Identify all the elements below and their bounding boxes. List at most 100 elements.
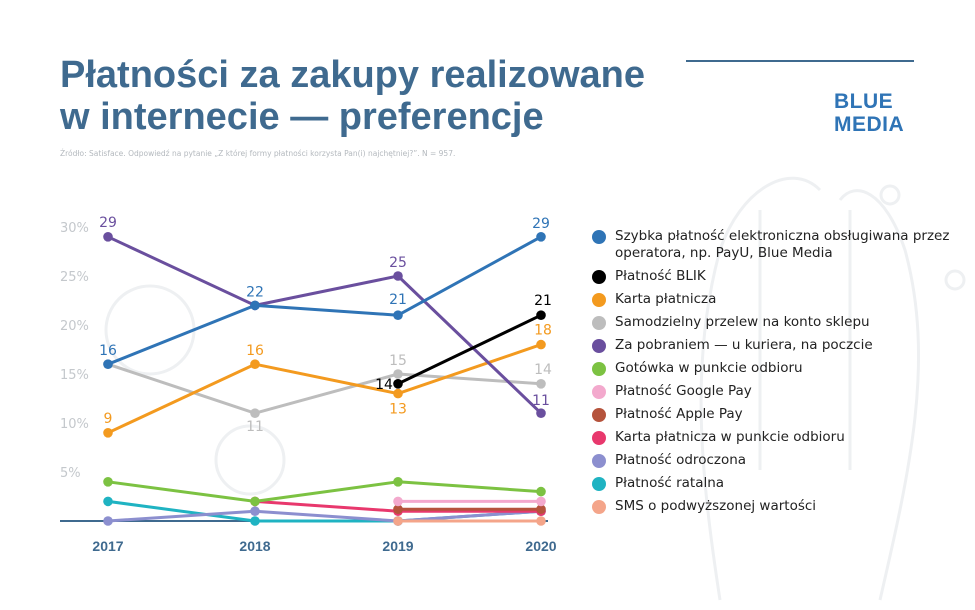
data-label: 25 (389, 255, 407, 271)
data-point (536, 379, 546, 389)
data-point (103, 516, 113, 526)
x-tick-label: 2018 (239, 538, 270, 554)
data-point (393, 388, 403, 399)
chart-title: Płatności za zakupy realizowane w intern… (60, 54, 660, 138)
x-tick-label: 2020 (525, 538, 556, 554)
x-tick-label: 2017 (92, 538, 123, 554)
data-label: 18 (534, 323, 552, 339)
legend-item: Płatność Google Pay (592, 383, 952, 400)
series-group: 16 22 21 29 (99, 216, 550, 370)
data-point (536, 504, 546, 515)
data-point (250, 506, 260, 516)
title-line-1: Płatności za zakupy realizowane (60, 54, 645, 96)
data-point (536, 339, 546, 350)
y-tick-label: 20% (60, 319, 89, 334)
legend-label: Płatność BLIK (615, 268, 706, 284)
data-point (536, 516, 546, 526)
data-label: 16 (246, 343, 264, 359)
series-line (107, 362, 542, 415)
data-point (103, 496, 113, 507)
title-line-2: w internecie — preferencje (60, 96, 544, 138)
legend-item: Samodzielny przelew na konto sklepu (592, 314, 952, 331)
series-line (107, 480, 542, 503)
data-point (393, 496, 403, 507)
data-point (536, 486, 546, 497)
brand-divider (686, 60, 914, 62)
legend-label: Karta płatnicza (615, 291, 717, 307)
brand-logo: BLUE MEDIA (834, 90, 904, 136)
data-point (393, 310, 403, 321)
data-label: 29 (532, 216, 550, 232)
series-line (397, 313, 542, 386)
data-point (103, 359, 113, 370)
data-label: 22 (246, 284, 264, 300)
background-decoration (104, 176, 966, 601)
x-axis: 2017 2018 2019 2020 (92, 538, 556, 554)
legend-label: Samodzielny przelew na konto sklepu (615, 314, 870, 330)
legend-swatch (592, 270, 606, 284)
legend-label: Za pobraniem — u kuriera, na poczcie (615, 337, 873, 353)
data-point (393, 516, 403, 526)
brand-line-1: BLUE (834, 90, 894, 113)
legend-item: Płatność Apple Pay (592, 406, 952, 423)
series-group: 29 25 11 (99, 215, 550, 419)
data-label: 21 (389, 292, 407, 308)
y-tick-label: 25% (60, 270, 89, 285)
legend-swatch (592, 500, 606, 514)
series-group (393, 496, 546, 507)
legend-item: Karta płatnicza (592, 291, 952, 308)
series-group: 14 21 (375, 293, 552, 393)
legend-item: Karta płatnicza w punkcie odbioru (592, 429, 952, 446)
legend-item: SMS o podwyższonej wartości (592, 498, 952, 515)
data-point (393, 504, 403, 515)
data-label: 16 (99, 343, 117, 359)
legend-item: Za pobraniem — u kuriera, na poczcie (592, 337, 952, 354)
y-axis: 5% 10% 15% 20% 25% 30% (60, 221, 89, 481)
data-point (250, 408, 260, 419)
legend-label: Gotówka w punkcie odbioru (615, 360, 803, 376)
legend-label: Karta płatnicza w punkcie odbioru (615, 429, 845, 445)
data-label: 29 (99, 215, 117, 231)
data-point (103, 428, 113, 438)
data-label: 13 (389, 402, 407, 418)
legend-item: Gotówka w punkcie odbioru (592, 360, 952, 377)
series-group: 9 16 13 18 (103, 323, 552, 438)
y-tick-label: 5% (60, 466, 81, 481)
series-line (107, 509, 542, 523)
legend-item: Szybka płatność elektroniczna obsługiwan… (592, 228, 952, 262)
legend-swatch (592, 362, 606, 376)
legend-swatch (592, 454, 606, 468)
data-label: 14 (375, 377, 393, 393)
series-group (393, 504, 546, 515)
data-label: 14 (534, 362, 552, 378)
legend-item: Płatność BLIK (592, 268, 952, 285)
data-point (250, 300, 260, 311)
legend-swatch (592, 230, 606, 244)
legend-label: SMS o podwyższonej wartości (615, 498, 817, 514)
legend-label: Płatność ratalna (615, 475, 725, 491)
legend-label: Płatność Apple Pay (615, 406, 743, 422)
legend-item: Płatność ratalna (592, 475, 952, 492)
x-tick-label: 2019 (382, 538, 413, 554)
legend-label: Płatność Google Pay (615, 383, 752, 399)
legend-swatch (592, 293, 606, 307)
data-label: 15 (389, 353, 407, 369)
y-tick-label: 15% (60, 368, 89, 383)
legend-swatch (592, 431, 606, 445)
brand-line-2: MEDIA (834, 113, 905, 136)
legend: Szybka płatność elektroniczna obsługiwan… (592, 228, 952, 521)
data-point (536, 496, 546, 507)
y-tick-label: 30% (60, 221, 89, 236)
series-group (103, 477, 546, 507)
data-point (103, 232, 113, 242)
legend-swatch (592, 408, 606, 422)
legend-swatch (592, 477, 606, 491)
data-point (393, 369, 403, 379)
series-group: 11 15 14 (103, 353, 552, 435)
data-point (536, 310, 546, 321)
data-point (250, 516, 260, 526)
data-label: 9 (104, 411, 113, 427)
data-point (393, 379, 403, 389)
legend-item: Płatność odroczona (592, 452, 952, 469)
